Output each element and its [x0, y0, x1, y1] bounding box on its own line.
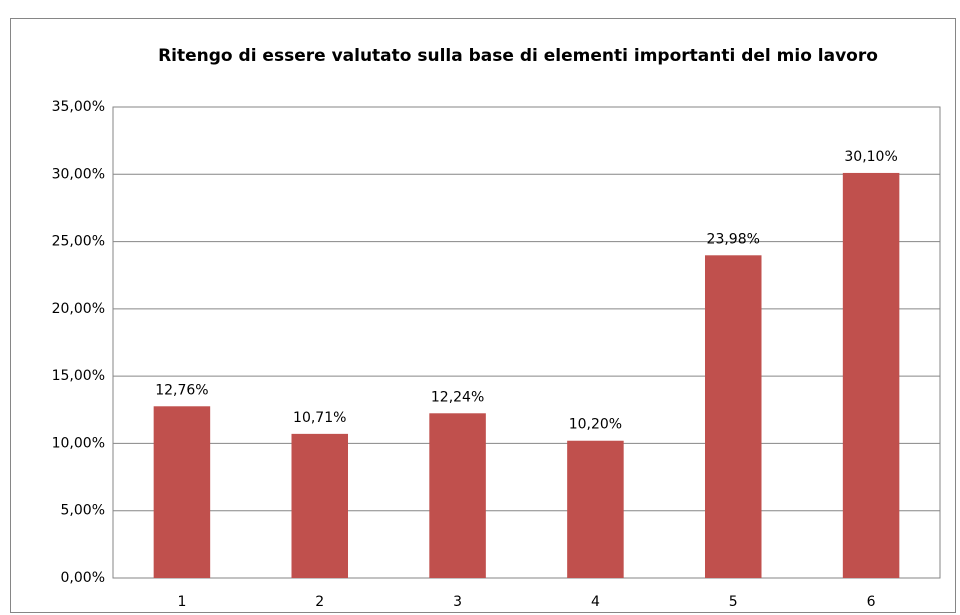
y-tick-label: 25,00% [52, 234, 105, 250]
x-tick-label: 6 [867, 594, 876, 610]
x-tick-label: 5 [729, 594, 738, 610]
x-tick-label: 3 [453, 594, 462, 610]
data-label: 12,24% [431, 389, 484, 405]
data-label: 12,76% [155, 382, 208, 398]
bar [567, 440, 624, 578]
data-label: 10,71% [293, 410, 346, 426]
y-tick-label: 35,00% [52, 99, 105, 115]
chart-border [10, 18, 956, 613]
y-tick-label: 10,00% [52, 435, 105, 451]
data-label: 23,98% [707, 231, 760, 247]
bar [291, 433, 349, 578]
data-label: 10,20% [569, 417, 622, 433]
bar [704, 255, 762, 578]
bar [429, 413, 486, 578]
y-tick-label: 5,00% [61, 503, 105, 519]
y-tick-label: 30,00% [52, 166, 105, 182]
plot-area-border [112, 106, 941, 579]
x-tick-label: 2 [315, 594, 324, 610]
x-tick-label: 4 [591, 594, 600, 610]
y-tick-label: 20,00% [52, 301, 105, 317]
bar [842, 172, 900, 578]
x-tick-label: 1 [177, 594, 186, 610]
y-tick-label: 15,00% [52, 368, 105, 384]
y-tick-label: 0,00% [61, 570, 105, 586]
data-label: 30,10% [844, 149, 897, 165]
bar [153, 406, 211, 578]
chart-title: Ritengo di essere valutato sulla base di… [158, 46, 878, 66]
